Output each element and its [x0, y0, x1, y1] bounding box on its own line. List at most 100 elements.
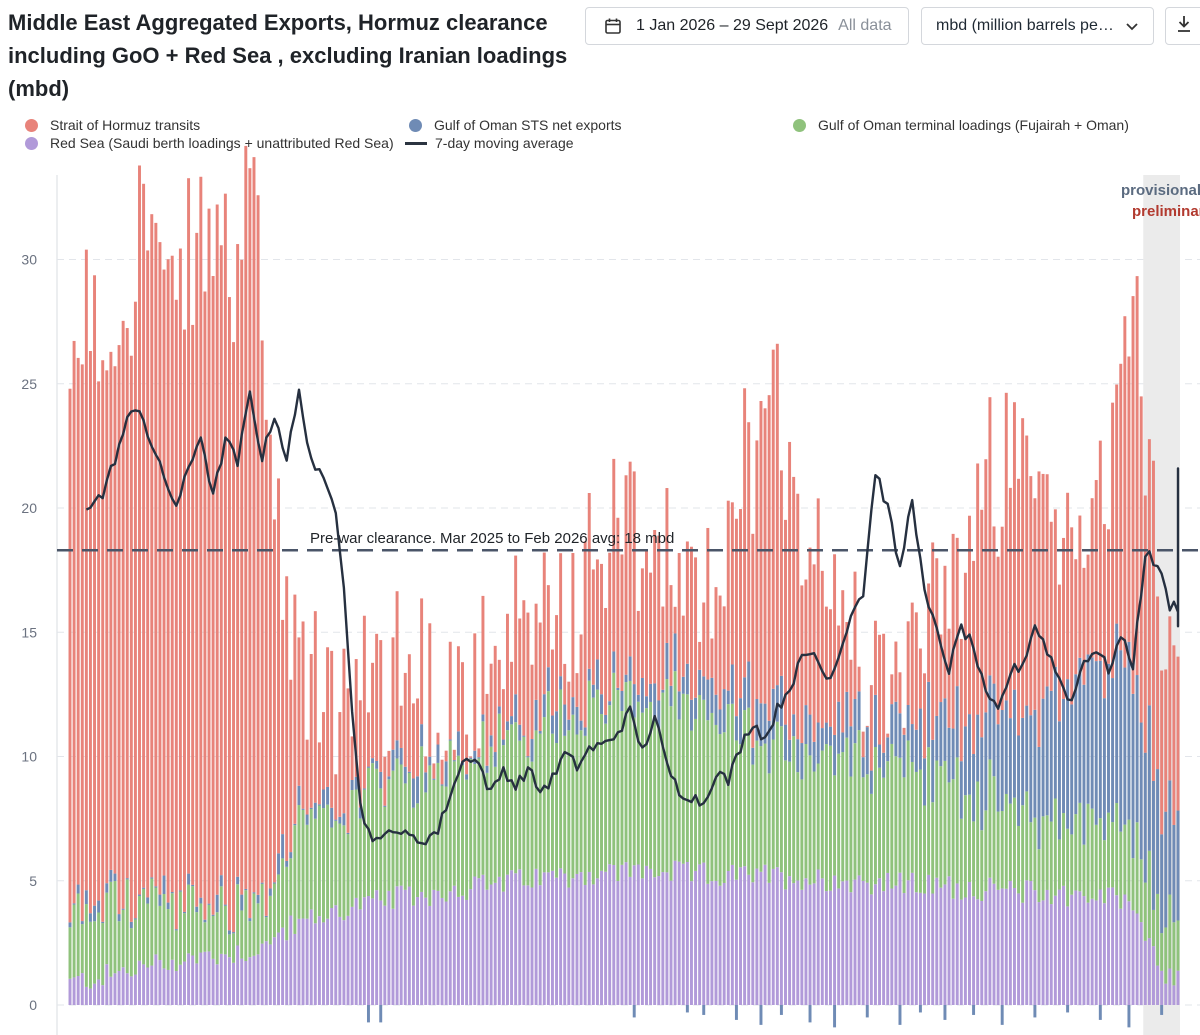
download-button[interactable] — [1165, 7, 1200, 45]
bar-sts — [493, 752, 497, 767]
bar-hormuz — [264, 419, 268, 916]
bar-redsea — [935, 877, 939, 1005]
legend-item-redsea[interactable]: Red Sea (Saudi berth loadings + unattrib… — [25, 135, 394, 151]
bar-sts — [506, 721, 509, 731]
bar-sts — [632, 684, 636, 718]
bar-hormuz — [268, 434, 272, 889]
bar-redsea — [232, 962, 236, 1005]
bar-sts — [726, 690, 730, 705]
bar-sts — [1090, 657, 1094, 809]
legend-item-goo[interactable]: Gulf of Oman terminal loadings (Fujairah… — [793, 117, 1129, 133]
bar-redsea — [612, 865, 616, 1005]
bar-goo — [191, 886, 195, 956]
bar-goo — [399, 764, 403, 886]
date-range-picker[interactable]: 1 Jan 2026 – 29 Sept 2026 All data — [585, 7, 909, 45]
bar-goo — [829, 745, 832, 891]
bar-redsea — [72, 977, 76, 1005]
bar-redsea — [1049, 904, 1053, 1005]
bar-redsea — [636, 864, 640, 1005]
bar-goo — [1168, 894, 1172, 969]
bar-redsea — [706, 883, 710, 1005]
bar-sts — [747, 661, 751, 708]
bar-redsea — [816, 869, 820, 1005]
bar-hormuz — [138, 165, 141, 895]
bar-redsea — [240, 958, 244, 1005]
bar-goo — [1041, 816, 1045, 901]
bar-hormuz — [497, 659, 501, 707]
bar-sts — [1160, 834, 1164, 934]
bar-hormuz — [395, 591, 399, 741]
provisional-label: provisional — [1121, 182, 1200, 199]
bar-sts — [101, 921, 105, 924]
bar-hormuz — [976, 463, 980, 715]
bar-hormuz — [833, 554, 837, 735]
bar-hormuz — [1057, 584, 1061, 722]
bar-redsea — [403, 889, 407, 1005]
bar-hormuz — [665, 488, 669, 643]
bar-hormuz — [461, 662, 464, 763]
bar-redsea — [645, 865, 648, 1005]
bar-sts — [575, 706, 579, 735]
bar-sts — [76, 884, 80, 894]
bar-redsea — [268, 944, 272, 1005]
bar-goo — [726, 704, 730, 871]
bar-goo — [992, 776, 996, 884]
bar-goo — [497, 713, 501, 877]
unit-select[interactable]: mbd (million barrels per day) — [921, 7, 1154, 45]
chevron-down-icon — [1124, 18, 1140, 34]
bar-goo — [297, 805, 301, 919]
bar-redsea — [469, 889, 473, 1005]
bar-redsea — [694, 870, 698, 1005]
bar-sts — [129, 921, 133, 929]
bar-goo — [702, 699, 706, 863]
bar-redsea — [506, 874, 509, 1005]
bar-hormuz — [829, 609, 832, 727]
bar-goo — [587, 680, 591, 872]
bar-redsea — [1070, 894, 1074, 1005]
bar-goo — [493, 766, 497, 883]
bar-redsea — [886, 872, 890, 1005]
bar-hormuz — [105, 370, 109, 884]
bar-redsea — [1041, 900, 1045, 1005]
bar-sts — [542, 694, 546, 718]
bar-hormuz — [97, 381, 101, 901]
legend-item-ma[interactable]: 7-day moving average — [405, 135, 574, 151]
bar-goo — [142, 888, 146, 965]
bar-goo — [452, 761, 456, 886]
bar-goo — [1135, 822, 1139, 914]
bar-redsea — [1098, 889, 1102, 1005]
bar-hormuz — [902, 727, 906, 735]
bar-goo — [538, 733, 542, 886]
bar-goo — [68, 927, 72, 979]
bar-hormuz — [322, 712, 325, 790]
bar-redsea — [207, 951, 211, 1005]
bar-sts — [910, 724, 914, 762]
bar-redsea — [440, 897, 444, 1005]
bar-redsea — [379, 900, 383, 1005]
bar-goo — [685, 694, 689, 862]
bar-hormuz — [1012, 402, 1016, 690]
bar-hormuz — [514, 555, 518, 695]
bar-redsea — [550, 870, 554, 1005]
bar-redsea — [1074, 890, 1078, 1005]
bar-hormuz — [886, 733, 890, 738]
bar-goo — [636, 701, 640, 865]
legend-item-hormuz[interactable]: Strait of Hormuz transits — [25, 117, 200, 133]
bar-goo — [350, 790, 354, 907]
bar-hormuz — [1037, 471, 1041, 747]
bar-goo — [804, 744, 808, 879]
bar-goo — [575, 734, 579, 874]
bar-hormuz — [313, 611, 317, 803]
bar-sts — [432, 778, 436, 780]
bar-redsea — [894, 885, 898, 1005]
bar-redsea — [792, 883, 796, 1005]
bar-hormuz — [187, 178, 191, 874]
legend-item-sts[interactable]: Gulf of Oman STS net exports — [409, 117, 622, 133]
bar-sts — [485, 765, 489, 773]
bar-redsea — [918, 892, 922, 1005]
bar-redsea — [362, 897, 366, 1005]
bar-sts — [244, 888, 248, 891]
all-data-option[interactable]: All data — [838, 17, 892, 34]
bar-hormuz — [1160, 670, 1164, 835]
